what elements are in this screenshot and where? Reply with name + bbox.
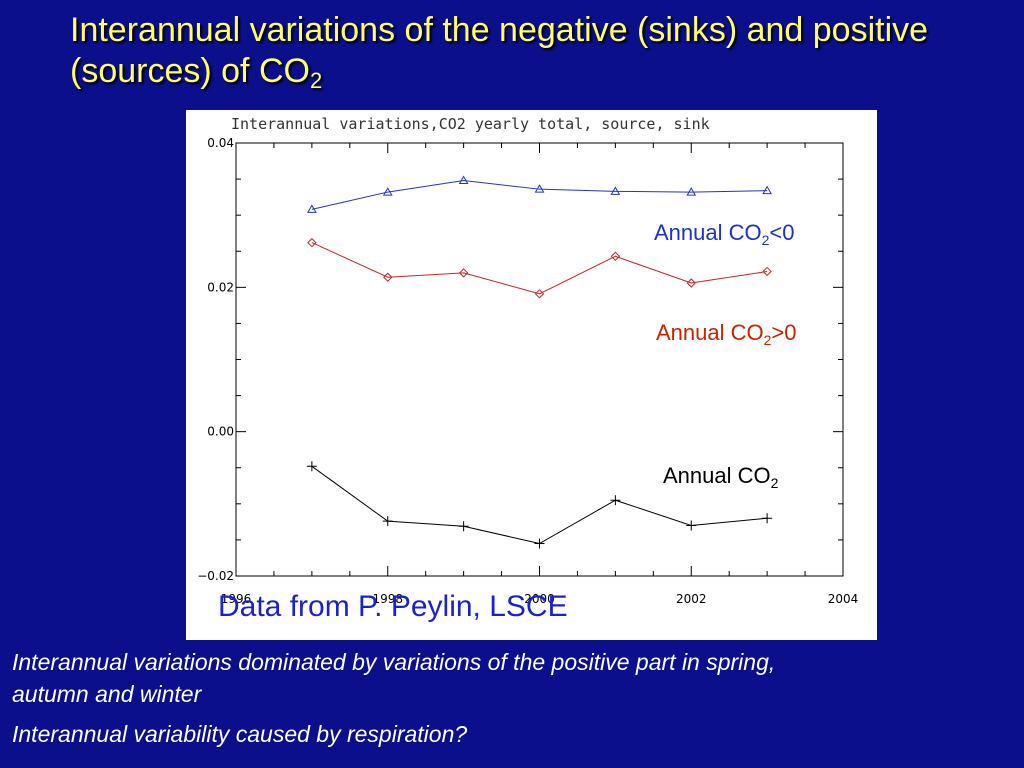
chart-title: Interannual variations,CO2 yearly total,…	[231, 115, 710, 133]
y-tick-label: 0.02	[207, 280, 234, 294]
series-1	[307, 237, 772, 299]
data-point	[534, 289, 545, 299]
y-tick-label: 0.00	[207, 425, 234, 439]
data-point	[306, 461, 317, 472]
annotation-source: Annual CO2>0	[656, 320, 797, 348]
annotation-source-subscript: 2	[763, 332, 772, 348]
slide-title-subscript: 2	[309, 67, 323, 93]
data-point	[762, 513, 773, 524]
series-line	[311, 180, 768, 210]
data-point	[686, 187, 697, 196]
data-point	[762, 185, 772, 195]
annotation-sink-subscript: 2	[761, 232, 770, 248]
data-point	[762, 266, 772, 277]
data-point	[307, 237, 317, 248]
series-line	[311, 242, 768, 295]
y-tick-label: −0.02	[197, 569, 234, 583]
data-point	[686, 520, 697, 531]
data-point	[610, 251, 621, 262]
annotation-total-subscript: 2	[770, 475, 779, 491]
data-credit: Data from P. Peylin, LSCE	[218, 590, 568, 623]
annotation-source-suffix: >0	[771, 320, 797, 345]
data-point	[610, 495, 621, 506]
x-tick-label: 2004	[828, 592, 859, 606]
annotation-source-text: Annual CO	[656, 320, 764, 345]
data-point	[458, 175, 469, 185]
annotation-total: Annual CO2	[663, 463, 778, 491]
x-tick-label: 2000	[524, 592, 555, 606]
data-point	[458, 268, 469, 278]
plot-frame	[235, 142, 844, 577]
series-2	[306, 461, 773, 549]
data-point	[686, 278, 696, 288]
chart-panel: Interannual variations,CO2 yearly total,…	[186, 110, 877, 640]
y-tick-label: 0.04	[207, 136, 234, 150]
note-respiration-question: Interannual variability caused by respir…	[12, 721, 468, 747]
slide-title-text: Interannual variations of the negative (…	[70, 11, 929, 90]
annotation-sink-suffix: <0	[769, 220, 795, 245]
data-point	[534, 538, 545, 549]
data-point	[383, 272, 393, 282]
x-tick-label: 1996	[221, 592, 252, 606]
annotation-sink-text: Annual CO	[654, 220, 762, 245]
note-interannual-variations: Interannual variations dominated by vari…	[12, 649, 776, 707]
x-tick-label: 2002	[676, 592, 707, 606]
data-point	[382, 187, 393, 196]
data-point	[307, 204, 317, 213]
annotation-sink: Annual CO2<0	[654, 220, 795, 248]
chart-svg: Interannual variations,CO2 yearly total,…	[197, 115, 859, 606]
x-tick-label: 1998	[372, 592, 403, 606]
data-point	[610, 186, 621, 195]
annotation-total-text: Annual CO	[663, 463, 771, 488]
data-point	[534, 184, 545, 193]
data-point	[458, 521, 469, 532]
slide-title: Interannual variations of the negative (…	[70, 10, 990, 94]
series-0	[307, 175, 772, 213]
data-point	[382, 516, 393, 527]
